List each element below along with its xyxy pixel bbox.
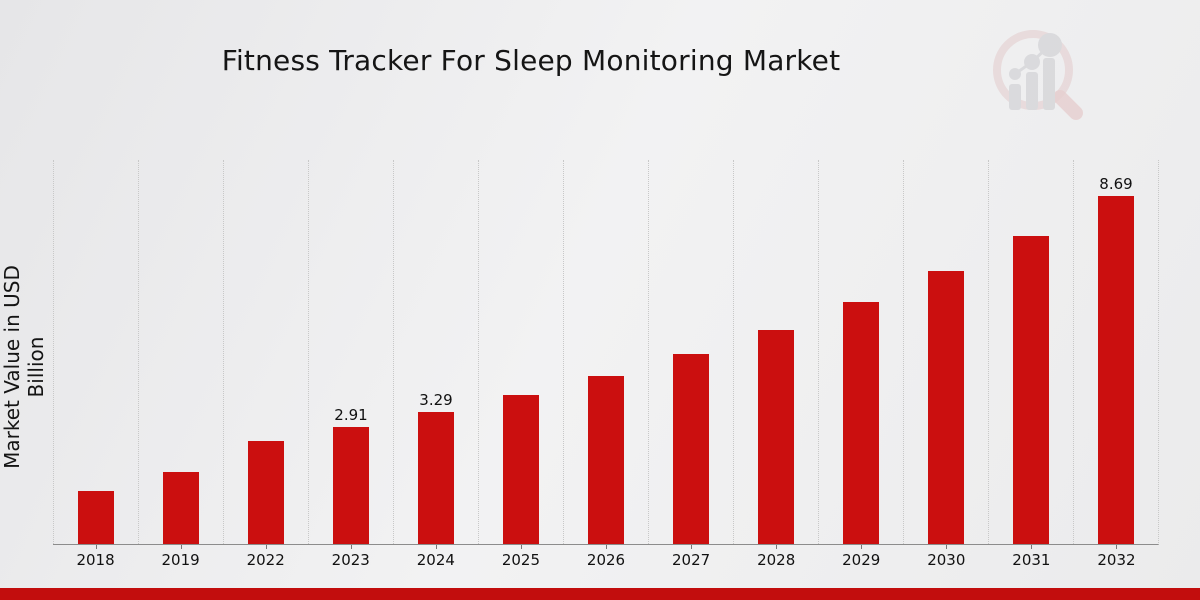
bar-2028: [758, 329, 794, 544]
bar-column: [988, 160, 1073, 549]
x-tick-label: 2026: [586, 551, 626, 569]
axis-tick: [606, 545, 607, 549]
x-tick-label: 2029: [842, 551, 881, 569]
bar-2030: [928, 270, 964, 544]
bar-column: 8.69: [1073, 160, 1158, 549]
axis-tick: [266, 545, 267, 549]
axis-tick: [1116, 545, 1117, 549]
x-tick-label: 2023: [331, 551, 370, 569]
x-tick-label: 2018: [76, 551, 115, 569]
bar-column: [563, 160, 648, 549]
x-axis-labels: 2018 2019 2022 2023 2024 2025 2026 2027 2028 2029…: [53, 551, 1159, 569]
bar-value-label: 3.29: [419, 391, 453, 410]
bar-column: [903, 160, 988, 549]
bar-column: [478, 160, 563, 549]
axis-tick: [351, 545, 352, 549]
x-tick-label: 2022: [246, 551, 285, 569]
bar-column: [733, 160, 818, 549]
x-tick-label: 2031: [1012, 551, 1051, 569]
bottom-red-banner: [0, 588, 1200, 600]
x-tick-label: 2028: [757, 551, 796, 569]
x-tick-label: 2030: [927, 551, 966, 569]
axis-tick: [776, 545, 777, 549]
bar-2018: [78, 491, 114, 544]
bar-2029: [843, 302, 879, 544]
bar-2024: [418, 412, 454, 544]
axis-tick: [436, 545, 437, 549]
chart-title: Fitness Tracker For Sleep Monitoring Mar…: [221, 44, 841, 77]
x-tick-label: 2025: [501, 551, 541, 569]
bar-column: [223, 160, 308, 549]
bar-2025: [503, 395, 539, 544]
bar-2022: [248, 440, 284, 544]
bar-2026: [588, 376, 624, 544]
bar-column: [648, 160, 733, 549]
bar-2027: [673, 354, 709, 544]
x-tick-label: 2019: [161, 551, 200, 569]
magnifier-bar-chart-watermark-icon: [983, 22, 1087, 126]
axis-tick: [181, 545, 182, 549]
bar-column: 3.29: [393, 160, 478, 549]
axis-tick: [1031, 545, 1032, 549]
axis-tick: [946, 545, 947, 549]
x-tick-label: 2024: [416, 551, 455, 569]
x-tick-label: 2027: [671, 551, 711, 569]
bar-value-label: 2.91: [334, 406, 368, 425]
plot-area: 2.91 3.29 8.69: [53, 160, 1159, 549]
axis-tick: [521, 545, 522, 549]
bar-value-label: 8.69: [1099, 174, 1133, 193]
bar-column: [53, 160, 138, 549]
bar-column: [138, 160, 223, 549]
bar-2023: [333, 427, 369, 544]
bar-column: 2.91: [308, 160, 393, 549]
bar-2031: [1013, 235, 1049, 544]
bar-column: [818, 160, 903, 549]
x-tick-label: 2032: [1097, 551, 1136, 569]
bar-2019: [163, 472, 199, 544]
axis-tick: [96, 545, 97, 549]
y-axis-label: Market Value in USD Billion: [0, 265, 48, 469]
bar-2032: [1098, 195, 1134, 544]
axis-tick: [861, 545, 862, 549]
axis-tick: [691, 545, 692, 549]
